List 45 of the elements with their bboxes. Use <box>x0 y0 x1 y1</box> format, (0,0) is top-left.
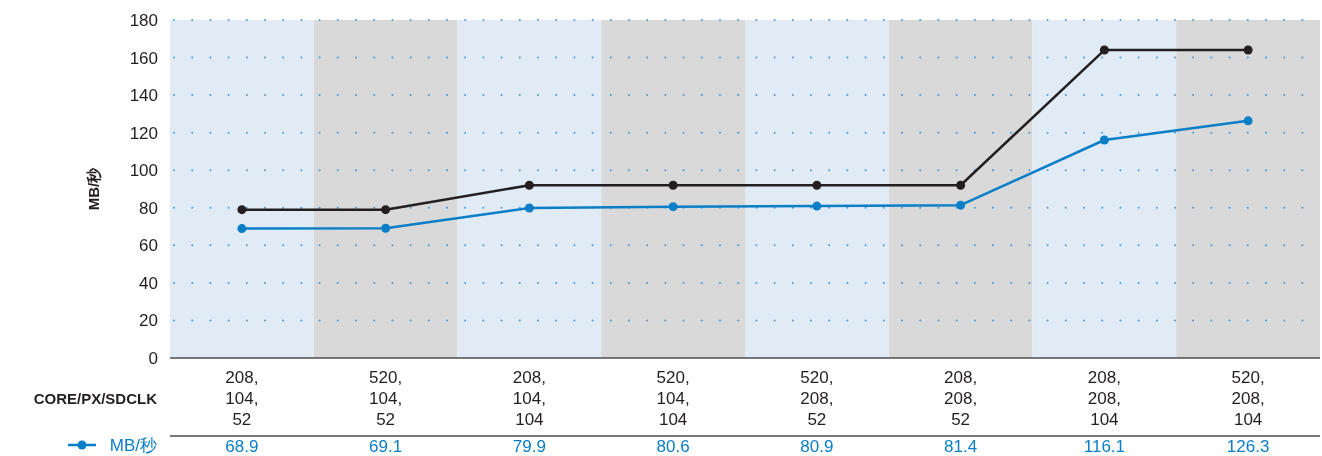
point <box>956 200 966 210</box>
point <box>381 205 391 215</box>
point <box>668 202 678 212</box>
x-tick-label: 520, 104, 104 <box>656 368 690 429</box>
x-tick-label: 208, 208, 104 <box>1087 368 1121 429</box>
y-tick-label: 180 <box>129 11 158 30</box>
point <box>812 201 822 211</box>
point <box>1099 135 1109 145</box>
y-tick-label: 80 <box>139 198 158 218</box>
point <box>1243 116 1253 126</box>
y-tick-label: 20 <box>139 311 158 331</box>
data-label: 68.9 <box>225 437 259 456</box>
y-tick-label: 140 <box>129 86 158 106</box>
data-label: 80.9 <box>800 437 834 456</box>
x-axis-title: CORE/PX/SDCLK <box>33 390 158 407</box>
point <box>668 180 678 190</box>
x-tick-label: 208, 104, 52 <box>225 368 259 429</box>
data-label: 116.1 <box>1083 437 1126 456</box>
point <box>1099 45 1109 55</box>
data-label: 79.9 <box>512 437 546 456</box>
data-label: 126.3 <box>1226 437 1270 456</box>
data-label: 81.4 <box>944 437 978 456</box>
point <box>956 180 966 190</box>
y-tick-label: 160 <box>129 48 158 68</box>
data-label: 69.1 <box>369 437 403 456</box>
x-tick-label: 208, 104, 104 <box>512 368 546 429</box>
x-tick-label: 520, 104, 52 <box>369 368 403 429</box>
y-axis-title: MB/秒 <box>85 166 102 211</box>
y-tick-label: 0 <box>148 349 158 368</box>
x-tick-label: 520, 208, 104 <box>1231 368 1265 429</box>
data-label: 80.6 <box>656 437 690 456</box>
y-tick-label: 120 <box>129 123 158 143</box>
y-tick-label: 40 <box>139 273 158 293</box>
x-tick-label: 208, 208, 52 <box>944 368 978 429</box>
point <box>812 180 822 190</box>
x-tick-label: 520, 208, 52 <box>800 368 834 429</box>
y-tick-label: 60 <box>139 236 158 256</box>
point <box>524 180 534 190</box>
point <box>237 205 247 215</box>
point <box>381 223 391 233</box>
point <box>524 203 534 213</box>
legend-label: MB/秒 <box>109 436 157 455</box>
y-tick-label: 100 <box>129 161 158 181</box>
point <box>237 224 247 234</box>
point <box>1243 45 1253 55</box>
